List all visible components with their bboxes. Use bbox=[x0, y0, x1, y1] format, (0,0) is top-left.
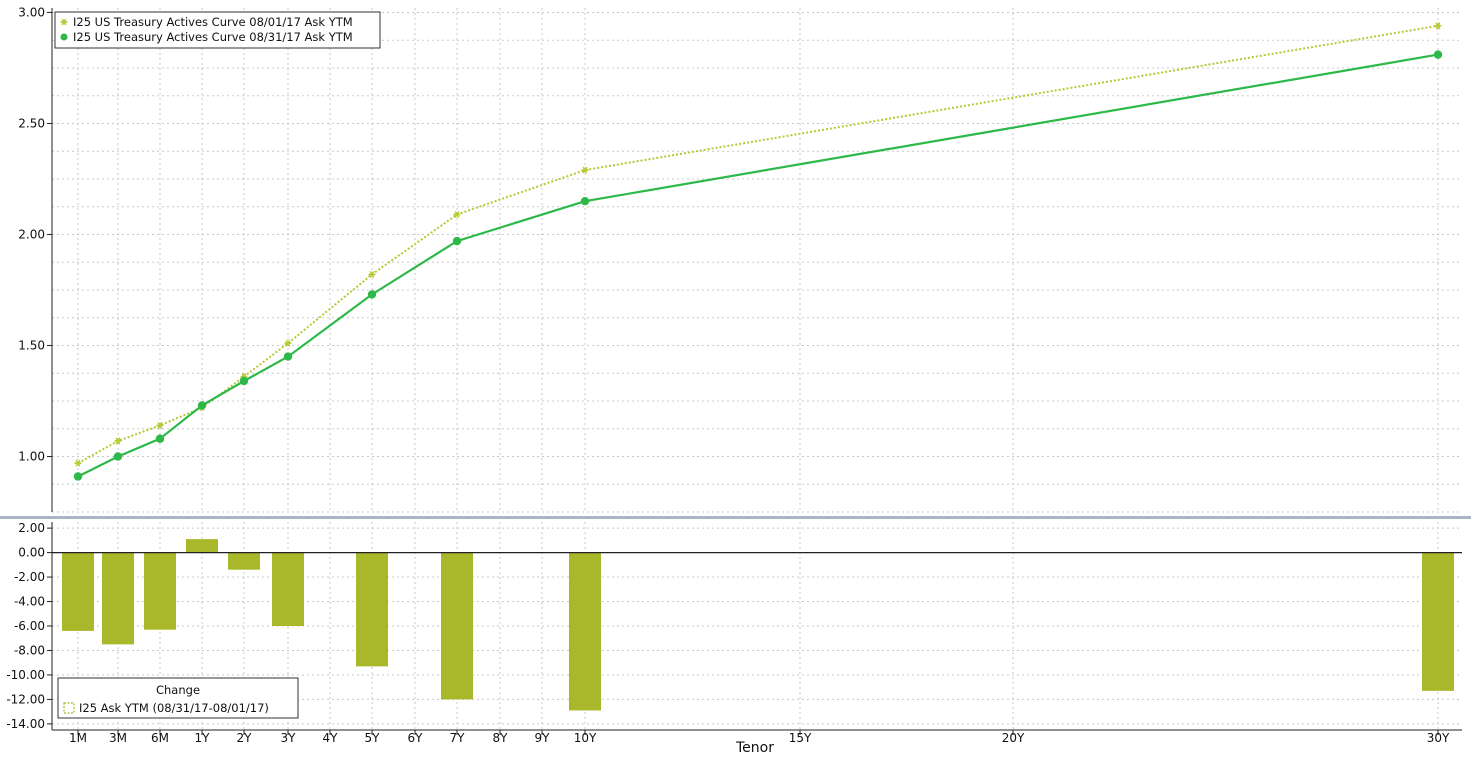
x-tick-label: 7Y bbox=[450, 731, 466, 745]
upper-y-tick-label: 1.50 bbox=[18, 338, 45, 352]
point-0-1M bbox=[74, 459, 82, 467]
star-stroke bbox=[1435, 22, 1441, 30]
x-tick-label: 3M bbox=[109, 731, 127, 745]
x-tick-label: 6M bbox=[151, 731, 169, 745]
upper-y-tick-label: 1.00 bbox=[18, 449, 45, 463]
x-tick-label: 6Y bbox=[408, 731, 424, 745]
point-1-1Y bbox=[197, 401, 207, 410]
star-stroke bbox=[115, 437, 121, 445]
upper-legend: I25 US Treasury Actives Curve 08/01/17 A… bbox=[54, 11, 381, 49]
star-stroke bbox=[75, 459, 81, 467]
lower-y-tick-label: -8.00 bbox=[14, 643, 45, 657]
x-tick-label: 2Y bbox=[237, 731, 253, 745]
lower-legend-label: I25 Ask YTM (08/31/17-08/01/17) bbox=[79, 701, 269, 715]
x-tick-label: 4Y bbox=[323, 731, 339, 745]
bar-3Y bbox=[272, 552, 304, 626]
lower-legend-swatch bbox=[63, 702, 75, 714]
bar-7Y bbox=[441, 552, 473, 700]
lower-y-tick-label: -6.00 bbox=[14, 619, 45, 633]
point-0-7Y bbox=[453, 211, 461, 218]
point-1-7Y bbox=[452, 236, 462, 246]
upper-y-tick-label: 2.50 bbox=[18, 116, 45, 130]
x-tick-label: 8Y bbox=[493, 731, 509, 745]
upper-panel-grid bbox=[52, 8, 1462, 513]
x-tick-label: 9Y bbox=[535, 731, 551, 745]
lower-legend: Change I25 Ask YTM (08/31/17-08/01/17) bbox=[57, 677, 299, 719]
x-tick-label: 10Y bbox=[574, 731, 597, 745]
point-1-3Y bbox=[283, 352, 293, 361]
yield-curve-lines bbox=[73, 22, 1443, 481]
point-1-30Y bbox=[1433, 50, 1443, 59]
star-stroke bbox=[454, 211, 460, 218]
point-0-3Y bbox=[284, 339, 292, 347]
change-bars bbox=[62, 539, 1454, 711]
point-1-2Y bbox=[239, 376, 249, 386]
bar-1M bbox=[62, 552, 94, 631]
lower-y-tick-label: 2.00 bbox=[18, 521, 45, 535]
legend-marker-0 bbox=[60, 18, 68, 26]
bar-3M bbox=[102, 552, 134, 645]
bar-6M bbox=[144, 552, 176, 630]
lower-y-tick-label: -10.00 bbox=[6, 668, 45, 682]
legend-label-1: I25 US Treasury Actives Curve 08/31/17 A… bbox=[73, 30, 353, 44]
point-1-6M bbox=[155, 434, 165, 443]
point-0-6M bbox=[156, 421, 164, 429]
point-0-30Y bbox=[1434, 22, 1442, 30]
x-tick-label: 1Y bbox=[195, 731, 211, 745]
bar-10Y bbox=[569, 552, 601, 711]
point-1-5Y bbox=[367, 290, 377, 299]
star-stroke bbox=[369, 271, 375, 278]
lower-legend-box bbox=[57, 677, 299, 719]
upper-y-tick-label: 2.00 bbox=[18, 227, 45, 241]
point-0-10Y bbox=[581, 166, 589, 174]
chart-axes: 3.00 2.50 2.00 1.50 1.00 2.00 0.00 -2.00 -4.00 -6… bbox=[0, 5, 1471, 756]
star-stroke bbox=[61, 18, 67, 26]
upper-y-tick-label: 3.00 bbox=[18, 5, 45, 19]
x-tick-label: 30Y bbox=[1427, 731, 1450, 745]
point-0-5Y bbox=[368, 271, 376, 278]
series-line-1 bbox=[77, 53, 1439, 478]
lower-legend-title: Change bbox=[156, 683, 200, 697]
lower-y-tick-label: -4.00 bbox=[14, 595, 45, 609]
point-0-3M bbox=[114, 437, 122, 445]
legend-label-0: I25 US Treasury Actives Curve 08/01/17 A… bbox=[73, 15, 353, 29]
star-stroke bbox=[285, 339, 291, 347]
lower-y-tick-label: 0.00 bbox=[18, 546, 45, 560]
x-tick-label: 1M bbox=[69, 731, 87, 745]
star-stroke bbox=[582, 166, 588, 174]
point-1-10Y bbox=[580, 196, 590, 206]
x-tick-label: 5Y bbox=[365, 731, 381, 745]
bar-5Y bbox=[356, 552, 388, 667]
bar-1Y bbox=[186, 539, 218, 553]
upper-legend-box bbox=[54, 11, 381, 49]
x-tick-label: 3Y bbox=[281, 731, 297, 745]
panel-separator bbox=[0, 516, 1471, 519]
x-tick-label: 20Y bbox=[1002, 731, 1025, 745]
lower-y-tick-label: -14.00 bbox=[6, 717, 45, 731]
x-tick-label: 15Y bbox=[789, 731, 812, 745]
bar-30Y bbox=[1422, 552, 1454, 691]
star-stroke bbox=[157, 421, 163, 429]
legend-marker-1 bbox=[60, 33, 68, 41]
bar-2Y bbox=[228, 552, 260, 570]
series-line-0 bbox=[77, 24, 1439, 465]
point-1-3M bbox=[113, 452, 123, 461]
point-1-1M bbox=[73, 472, 83, 481]
x-axis-label: Tenor bbox=[735, 740, 774, 756]
lower-y-tick-label: -2.00 bbox=[14, 570, 45, 584]
lower-y-tick-label: -12.00 bbox=[6, 692, 45, 706]
